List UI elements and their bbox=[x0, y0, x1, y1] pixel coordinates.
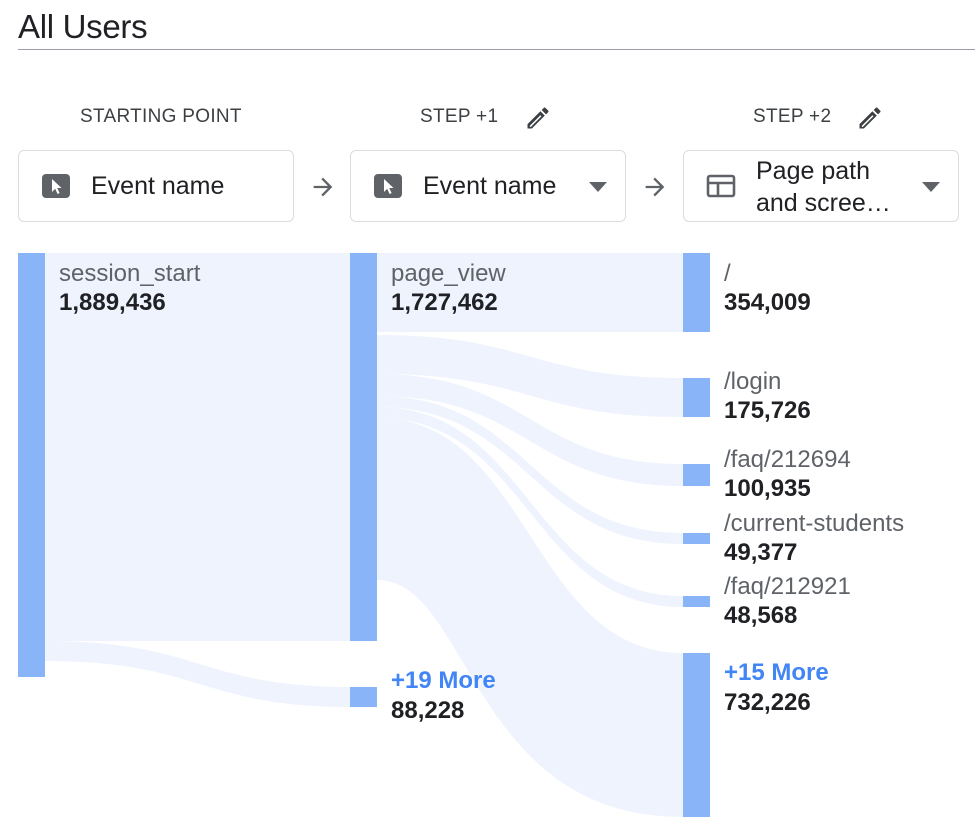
flow-page-view-to-root bbox=[377, 253, 683, 332]
node-label-current-students: /current-students bbox=[724, 510, 905, 537]
node-bar-session-start[interactable] bbox=[18, 253, 45, 677]
node-bar-root-path[interactable] bbox=[683, 253, 710, 332]
node-value-step-1-more: 88,228 bbox=[391, 697, 465, 724]
starting-point-dimension-selector[interactable]: Event name bbox=[18, 150, 294, 222]
flow-session-start-to-page-view bbox=[45, 253, 350, 641]
flow-page-view-to-more bbox=[377, 418, 683, 817]
flow-session-start-to-more bbox=[45, 641, 350, 707]
column-heading-step-2: STEP +2 bbox=[753, 106, 832, 127]
node-value-faq-212921: 48,568 bbox=[724, 602, 798, 629]
node-bar-step-1-more[interactable] bbox=[350, 687, 377, 707]
edit-step-2-icon[interactable] bbox=[856, 104, 884, 132]
node-bar-login[interactable] bbox=[683, 378, 710, 417]
node-bar-faq-212921[interactable] bbox=[683, 596, 710, 607]
more-events-link[interactable]: +19 More bbox=[391, 667, 496, 694]
cursor-icon bbox=[42, 174, 70, 198]
node-value-current-students: 49,377 bbox=[724, 539, 798, 566]
step-arrow-icon bbox=[645, 177, 665, 197]
node-bar-step-2-more[interactable] bbox=[683, 653, 710, 817]
node-bar-faq-212694[interactable] bbox=[683, 464, 710, 486]
flow-page-view-to-faq-212694 bbox=[377, 374, 683, 486]
node-label-faq-212694: /faq/212694 bbox=[724, 446, 851, 473]
chevron-down-icon bbox=[589, 182, 607, 192]
node-label-session-start: session_start bbox=[59, 260, 201, 287]
flow-page-view-to-current-students bbox=[377, 396, 683, 544]
node-value-root-path: 354,009 bbox=[724, 289, 811, 316]
node-label-root-path: / bbox=[724, 260, 731, 287]
column-heading-starting-point: STARTING POINT bbox=[80, 106, 242, 127]
more-pages-link[interactable]: +15 More bbox=[724, 659, 829, 686]
flow-page-view-to-login bbox=[377, 335, 683, 417]
node-bar-page-view[interactable] bbox=[350, 253, 377, 641]
edit-step-1-icon[interactable] bbox=[524, 104, 552, 132]
node-value-page-view: 1,727,462 bbox=[391, 289, 498, 316]
column-heading-step-1: STEP +1 bbox=[420, 106, 499, 127]
node-value-faq-212694: 100,935 bbox=[724, 475, 811, 502]
node-value-login: 175,726 bbox=[724, 397, 811, 424]
starting-point-dimension-label: Event name bbox=[91, 172, 225, 200]
node-label-login: /login bbox=[724, 368, 782, 395]
title-divider bbox=[18, 49, 975, 50]
step-2-dimension-label: Page path and scree… bbox=[756, 157, 891, 217]
node-bar-current-students[interactable] bbox=[683, 533, 710, 544]
step-1-dimension-label: Event name bbox=[423, 172, 557, 200]
flow-page-view-to-faq-212921 bbox=[377, 407, 683, 607]
page-layout-icon bbox=[706, 174, 736, 198]
step-1-dimension-selector[interactable]: Event name bbox=[350, 150, 626, 222]
node-label-faq-212921: /faq/212921 bbox=[724, 573, 851, 600]
step-2-dimension-selector[interactable]: Page path and scree… bbox=[683, 150, 959, 222]
node-value-session-start: 1,889,436 bbox=[59, 289, 166, 316]
page-title: All Users bbox=[18, 8, 148, 45]
node-label-page-view: page_view bbox=[391, 260, 506, 287]
cursor-icon bbox=[374, 174, 402, 198]
chevron-down-icon bbox=[922, 182, 940, 192]
node-value-step-2-more: 732,226 bbox=[724, 689, 811, 716]
step-arrow-icon bbox=[313, 177, 333, 197]
